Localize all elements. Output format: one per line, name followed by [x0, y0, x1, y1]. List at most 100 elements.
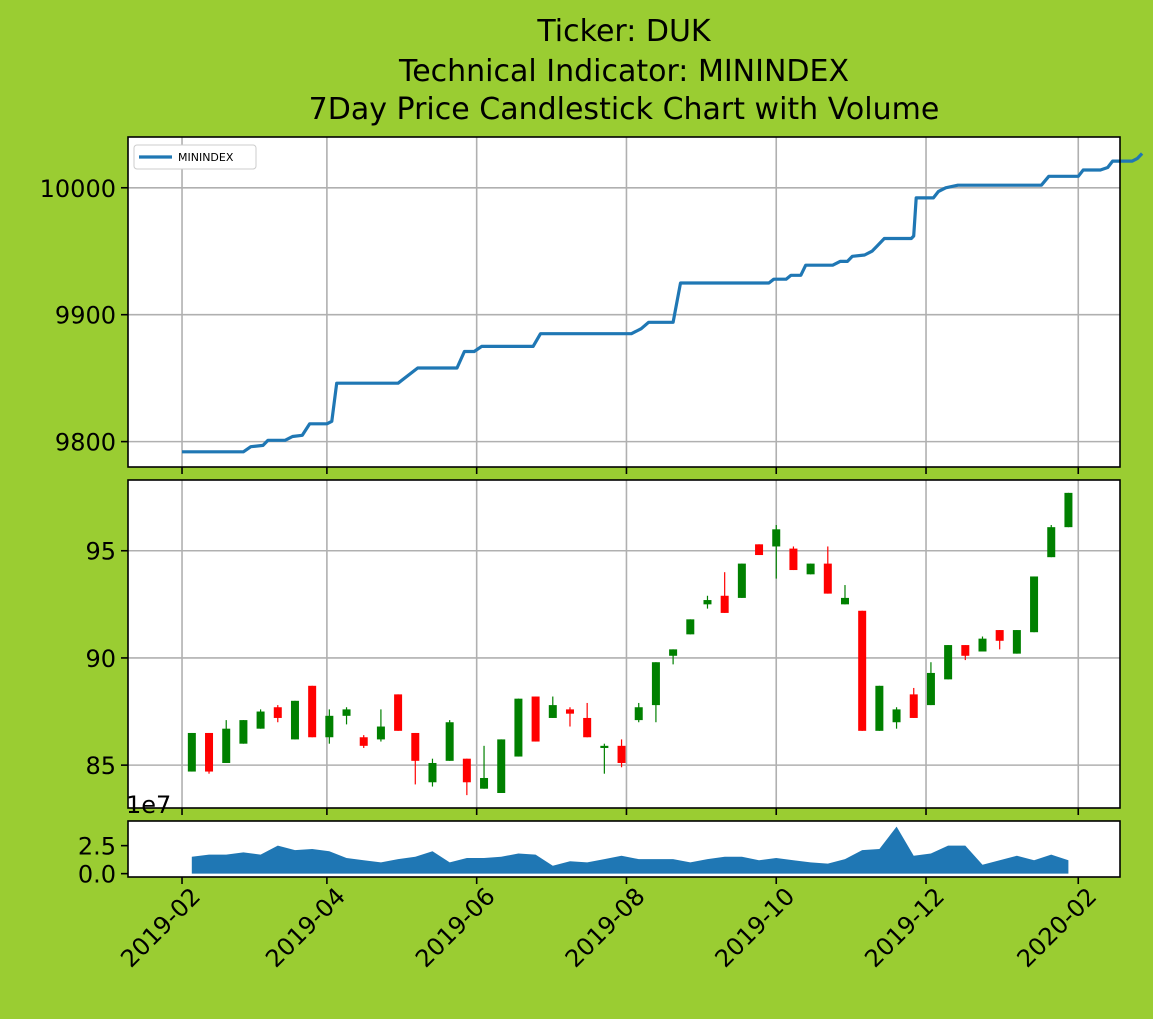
legend: MININDEX	[133, 144, 257, 170]
candle-body	[944, 645, 953, 680]
candle-body	[858, 610, 867, 731]
candle-body	[394, 694, 403, 731]
candle	[480, 745, 489, 789]
candle	[462, 758, 471, 796]
candle-body	[325, 715, 334, 738]
candle-body	[239, 720, 248, 744]
candle-body	[823, 563, 832, 594]
candle-body	[600, 745, 609, 748]
volume-ytick-label: 2.5	[78, 833, 116, 861]
candle	[944, 645, 953, 680]
candle	[669, 649, 678, 665]
candle	[909, 687, 918, 718]
candle	[892, 707, 901, 729]
candle-body	[583, 717, 592, 738]
candle	[445, 720, 454, 761]
candle	[840, 585, 849, 605]
candle	[394, 694, 403, 731]
x-tick-label: 2019-10	[710, 882, 801, 973]
candle	[617, 739, 626, 768]
candle-body	[806, 563, 815, 575]
candle-body	[686, 619, 695, 635]
candle-body	[342, 709, 351, 716]
candle	[651, 662, 660, 723]
candle-body	[462, 758, 471, 783]
candle-body	[256, 711, 265, 729]
candle	[1012, 630, 1021, 654]
candle	[823, 546, 832, 594]
candle-body	[411, 732, 420, 761]
candle	[686, 619, 695, 635]
candle	[308, 685, 317, 738]
candle	[359, 735, 368, 748]
candle-body	[1064, 492, 1073, 528]
candle-body	[205, 732, 214, 772]
candle	[565, 707, 574, 727]
minindex-line	[182, 152, 1144, 454]
candle-body	[772, 529, 781, 547]
price-panel: 85 90 95	[85, 479, 1121, 815]
candle-body	[720, 595, 729, 613]
indicator-ytick-label: 9800	[55, 429, 116, 457]
candle	[222, 720, 231, 763]
candle	[720, 572, 729, 613]
candle	[755, 544, 764, 556]
candle	[634, 702, 643, 723]
candle-body	[445, 722, 454, 761]
candle-body	[497, 739, 506, 793]
candle	[995, 630, 1004, 650]
candle-body	[909, 694, 918, 718]
indicator-ytick-label: 10000	[40, 175, 116, 203]
candle	[806, 563, 815, 575]
candle	[1064, 492, 1073, 528]
candle-body	[376, 726, 385, 740]
candle	[1030, 576, 1039, 633]
x-tick-label: 2019-02	[115, 882, 206, 973]
volume-panel: 0.02.5 1e7	[78, 791, 1121, 889]
candle-body	[187, 732, 196, 772]
candle-body	[892, 709, 901, 723]
candle	[772, 525, 781, 579]
candle	[497, 739, 506, 793]
candle-body	[651, 662, 660, 706]
candle	[205, 732, 214, 774]
candle	[978, 636, 987, 652]
candle	[583, 702, 592, 738]
candle	[187, 732, 196, 772]
price-ytick-label: 85	[85, 752, 116, 780]
candle-body	[428, 762, 437, 783]
candle-body	[548, 705, 557, 718]
candle	[411, 732, 420, 785]
candle-body	[1047, 527, 1056, 558]
candle	[325, 709, 334, 744]
candle-body	[995, 630, 1004, 641]
volume-ytick-label: 0.0	[78, 861, 116, 889]
candle	[737, 563, 746, 598]
candle	[239, 720, 248, 744]
legend-box	[133, 144, 257, 170]
candle	[273, 705, 282, 723]
x-tick-label: 2019-06	[410, 882, 501, 973]
candle	[875, 685, 884, 731]
volume-exponent-label: 1e7	[126, 791, 171, 819]
candle	[256, 709, 265, 729]
x-axis: 2019-02 2019-04 2019-06 2019-08 2019-10 2019-…	[115, 882, 1102, 973]
x-tick-label: 2020-02	[1012, 882, 1103, 973]
x-tick-label: 2019-12	[859, 882, 950, 973]
legend-label: MININDEX	[178, 151, 234, 164]
candle	[376, 709, 385, 742]
x-tick-label: 2019-04	[260, 882, 351, 973]
price-frame	[127, 479, 1121, 809]
candle-body	[1012, 630, 1021, 654]
candle	[600, 743, 609, 774]
candle-body	[480, 777, 489, 789]
candle-body	[789, 548, 798, 571]
candle	[926, 662, 935, 706]
candle-body	[1030, 576, 1039, 633]
candle-body	[840, 597, 849, 605]
indicator-background	[128, 137, 1120, 467]
candle	[548, 696, 557, 718]
candle-body	[875, 685, 884, 731]
volume-area	[191, 826, 1069, 874]
